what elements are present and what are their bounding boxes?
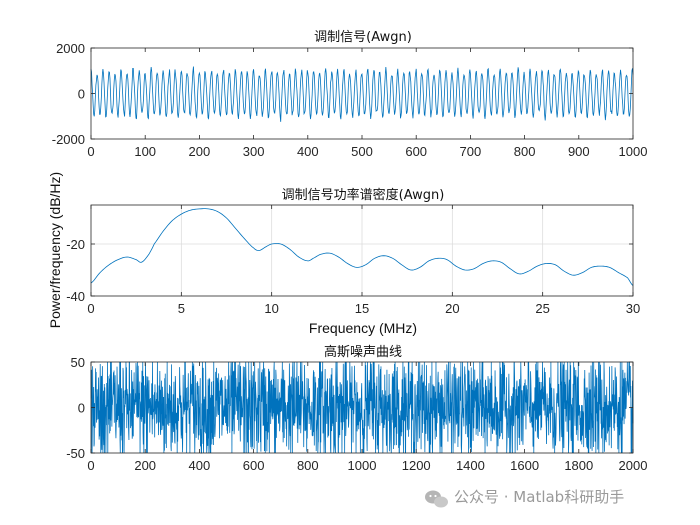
plot2-xtick-label: 5 [178,301,185,316]
plot1-ytick-label: -2000 [52,132,85,147]
plot2-xtick-label: 0 [87,301,94,316]
plot3-xtick-label: 2000 [619,458,648,473]
plot3-xtick-label: 1200 [402,458,431,473]
plot1-xtick-label: 700 [460,144,482,159]
plot3-xtick-label: 1600 [510,458,539,473]
plot3-xtick-label: 200 [134,458,156,473]
plot2-xtick-label: 30 [626,301,640,316]
plot-gaussian-noise: 高斯噪声曲线 0 200 400 600 800 1000 1200 1400 1600 1800… [66,344,647,473]
plot2-xtick-label: 15 [355,301,369,316]
watermark-text: 公众号 · Matlab科研助手 [454,488,624,506]
plot1-axes-bg [91,48,633,139]
plot3-series-line [90,361,634,455]
plot3-xtick-label: 1800 [564,458,593,473]
plot1-xtick-label: 200 [189,144,211,159]
plot3-ytick-label: 50 [71,355,85,370]
plot2-xtick-label: 25 [535,301,549,316]
plot3-xtick-label: 400 [189,458,211,473]
plot3-xtick-label: 1000 [348,458,377,473]
wechat-icon [425,490,448,508]
plot1-xtick-label: 500 [351,144,373,159]
plot2-title: 调制信号功率谱密度(Awgn) [282,187,445,203]
plot-psd: 调制信号功率谱密度(Awgn) 0 5 10 15 20 25 30 -40 -20 Freq… [47,172,640,336]
plot2-ylabel: Power/frequency (dB/Hz) [47,172,63,328]
plot1-series-line [90,66,634,122]
plot1-xtick-label: 900 [568,144,590,159]
plot1-xtick-label: 1000 [619,144,648,159]
plot1-xtick-label: 800 [514,144,536,159]
plot2-xtick-label: 10 [264,301,278,316]
plot1-title: 调制信号(Awgn) [314,30,412,45]
plot1-xtick-label: 100 [134,144,156,159]
plot2-ytick-label: -40 [66,289,85,304]
plot3-ytick-label: 0 [78,401,85,416]
plot1-xtick-label: 400 [297,144,319,159]
plot3-ytick-label: -50 [66,446,85,461]
plot3-xtick-label: 0 [87,458,94,473]
plot2-ytick-label: -20 [66,237,85,252]
plot-modulated-signal: 调制信号(Awgn) 0 100 200 300 400 500 600 700 800 900 1… [52,30,648,159]
plot3-title: 高斯噪声曲线 [324,344,402,360]
plot3-xtick-label: 800 [297,458,319,473]
plot1-xtick-label: 600 [405,144,427,159]
plot1-xtick-label: 300 [243,144,265,159]
plot2-xlabel: Frequency (MHz) [309,320,417,336]
watermark: 公众号 · Matlab科研助手 [425,488,624,508]
plot3-xtick-label: 600 [243,458,265,473]
plot1-xtick-label: 0 [87,144,94,159]
plot2-series-line [90,208,634,286]
plot1-ytick-label: 2000 [56,41,85,56]
plot3-xtick-label: 1400 [456,458,485,473]
plot2-xtick-label: 20 [445,301,459,316]
plot1-ytick-label: 0 [78,87,85,102]
